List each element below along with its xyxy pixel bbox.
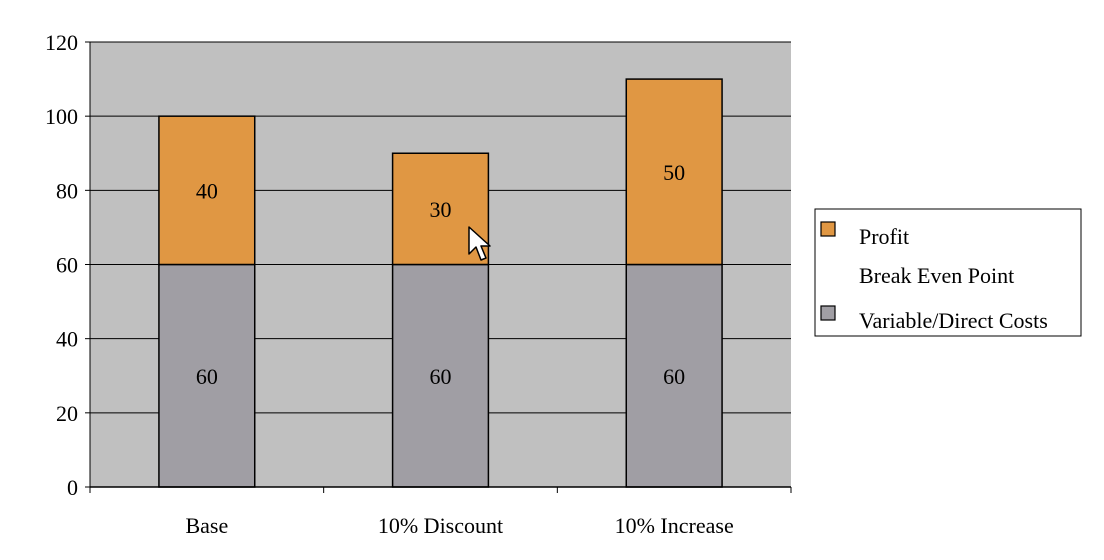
legend-label: Profit xyxy=(859,224,909,249)
x-tick-label: 10% Increase xyxy=(615,513,734,538)
bar-value-labels: 60 40 60 30 60 50 xyxy=(196,160,685,389)
y-tick-label: 40 xyxy=(56,327,78,352)
y-tick-label: 80 xyxy=(56,178,78,203)
legend-box xyxy=(814,208,1082,337)
bar-value-label: 40 xyxy=(196,178,218,203)
bar-value-label: 50 xyxy=(663,160,685,185)
axes: 0 20 40 60 80 100 120 Base 10% Discount 10% Incre… xyxy=(45,30,792,538)
bars xyxy=(158,78,723,488)
y-tick-label: 100 xyxy=(45,104,78,129)
bar-value-label: 60 xyxy=(430,364,452,389)
bar-segment xyxy=(158,263,256,488)
legend-swatch xyxy=(820,305,836,321)
legend: Profit Break Even Point Variable/Direct Co… xyxy=(814,208,1082,337)
bar-segment xyxy=(625,78,723,266)
bar-value-label: 60 xyxy=(663,364,685,389)
y-tick-label: 0 xyxy=(67,475,78,500)
bar-segment xyxy=(158,115,256,266)
y-tick-label: 20 xyxy=(56,401,78,426)
mouse-cursor-icon xyxy=(468,226,491,261)
legend-label: Break Even Point xyxy=(859,263,1014,288)
y-tick-label: 60 xyxy=(56,253,78,278)
legend-label: Variable/Direct Costs xyxy=(859,308,1048,333)
bar-value-label: 30 xyxy=(430,197,452,222)
bar-value-label: 60 xyxy=(196,364,218,389)
legend-swatch xyxy=(820,221,836,237)
x-tick-label: 10% Discount xyxy=(378,513,503,538)
y-tick-label: 120 xyxy=(45,30,78,55)
x-tick-label: Base xyxy=(185,513,228,538)
